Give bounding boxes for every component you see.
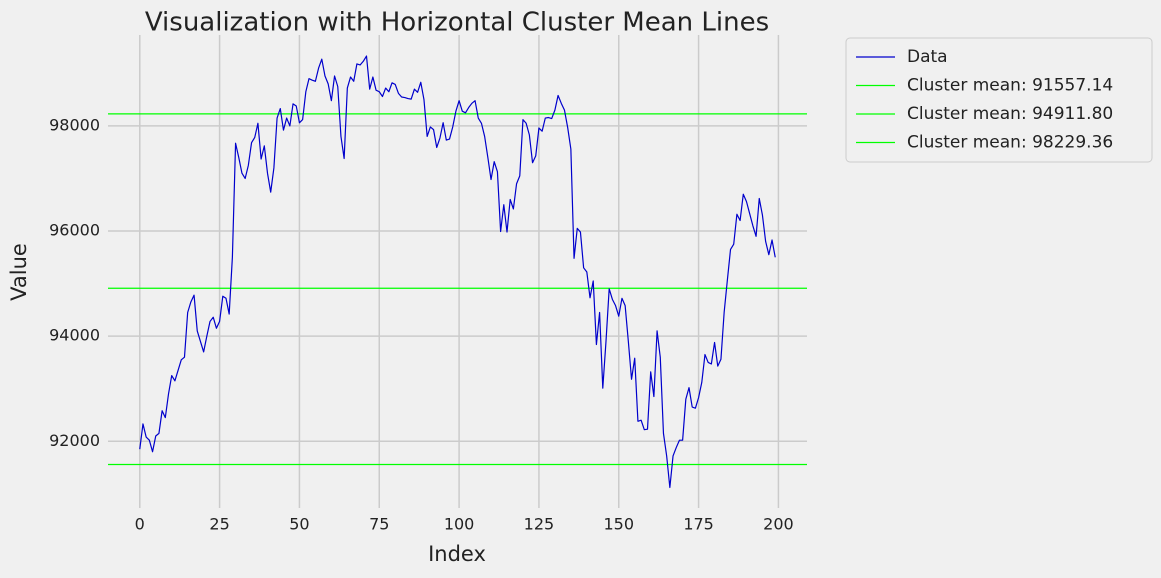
y-tick-label: 98000 — [49, 115, 100, 134]
x-tick-label: 75 — [369, 515, 389, 534]
x-tick-label: 200 — [763, 515, 794, 534]
y-tick-label: 96000 — [49, 221, 100, 240]
x-tick-label: 25 — [209, 515, 229, 534]
x-tick-label: 150 — [603, 515, 634, 534]
plot — [108, 55, 807, 489]
x-tick-label: 175 — [683, 515, 714, 534]
legend-label: Cluster mean: 91557.14 — [907, 76, 1113, 96]
x-tick-label: 125 — [524, 515, 555, 534]
x-tick-label: 100 — [444, 515, 475, 534]
legend-label: Data — [907, 47, 948, 67]
y-tick-label: 92000 — [49, 431, 100, 450]
x-axis-label: Index — [428, 542, 486, 566]
legend-label: Cluster mean: 94911.80 — [907, 104, 1113, 124]
legend: Data Cluster mean: 91557.14 Cluster mean: … — [845, 37, 1153, 163]
x-tick-label: 50 — [289, 515, 309, 534]
legend-label: Cluster mean: 98229.36 — [907, 133, 1113, 153]
data-line — [139, 55, 776, 489]
chart-title: Visualization with Horizontal Cluster Me… — [145, 8, 769, 38]
y-tick-label: 94000 — [49, 326, 100, 345]
y-axis-label: Value — [7, 243, 31, 301]
legend-box — [845, 37, 1153, 163]
x-tick-label: 0 — [135, 515, 145, 534]
